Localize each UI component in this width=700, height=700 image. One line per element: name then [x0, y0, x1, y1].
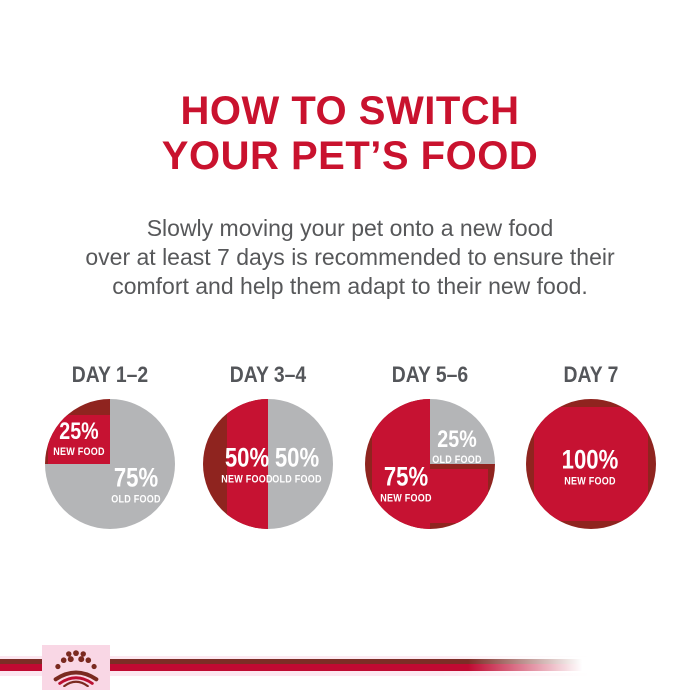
royal-canin-crown-icon [53, 649, 99, 687]
footer-stripe [0, 659, 592, 671]
old-food-slice-label: 50% OLD FOOD [272, 442, 322, 486]
intro-line2: over at least 7 days is recommended to e… [85, 244, 615, 270]
old-food-caption: OLD FOOD [111, 493, 161, 506]
page-title-line1: HOW TO SWITCH [180, 89, 520, 133]
new-food-slice-label: 100% NEW FOOD [561, 444, 619, 488]
page-title-line2: YOUR PET’S FOOD [161, 134, 539, 178]
pie-chart-day-7: 100% NEW FOOD [526, 399, 656, 529]
old-food-slice-label: 25% OLD FOOD [432, 428, 482, 466]
new-food-pct: 75% [383, 461, 429, 492]
pie-chart-day-1-2: 25% NEW FOOD 75% OLD FOOD [45, 399, 175, 529]
new-food-slice-label: 75% NEW FOOD [380, 461, 432, 505]
page-title: HOW TO SWITCH YOUR PET’S FOOD [0, 89, 700, 179]
intro-line1: Slowly moving your pet onto a new food [146, 215, 554, 241]
intro-line3: comfort and help them adapt to their new… [112, 273, 588, 299]
new-food-highlight-box [48, 415, 110, 464]
new-food-highlight-box [372, 399, 430, 529]
old-food-caption: OLD FOOD [272, 473, 322, 486]
old-food-slice-label: 75% OLD FOOD [111, 462, 161, 506]
day-3-4-label: DAY 3–4 [229, 362, 307, 387]
intro-paragraph: Slowly moving your pet onto a new food o… [0, 214, 700, 301]
footer-stripe-fade [468, 657, 598, 673]
new-food-pct: 50% [224, 442, 270, 473]
brand-logo-badge [42, 645, 110, 690]
old-food-pct: 75% [113, 462, 159, 493]
day-1-2-label: DAY 1–2 [71, 362, 149, 387]
day-7-label: DAY 7 [563, 362, 619, 387]
pie-chart-day-3-4: 50% NEW FOOD 50% OLD FOOD [203, 399, 333, 529]
pie-chart-day-5-6: 75% NEW FOOD 25% OLD FOOD [365, 399, 495, 529]
new-food-slice-label: 50% NEW FOOD [221, 442, 273, 486]
new-food-pct: 25% [59, 418, 99, 445]
old-food-pct: 25% [437, 426, 477, 453]
day-5-6-label: DAY 5–6 [391, 362, 469, 387]
new-food-caption: NEW FOOD [221, 473, 273, 486]
new-food-slice-label: 25% NEW FOOD [53, 420, 105, 458]
new-food-highlight-box [227, 399, 268, 529]
old-food-caption: OLD FOOD [432, 454, 482, 466]
new-food-caption: NEW FOOD [564, 475, 616, 488]
old-food-pct: 50% [274, 442, 320, 473]
new-food-pct: 100% [561, 444, 619, 475]
new-food-highlight-box [534, 407, 648, 521]
new-food-caption: NEW FOOD [53, 446, 105, 458]
new-food-caption: NEW FOOD [380, 492, 432, 505]
new-food-highlight-box [430, 469, 488, 523]
